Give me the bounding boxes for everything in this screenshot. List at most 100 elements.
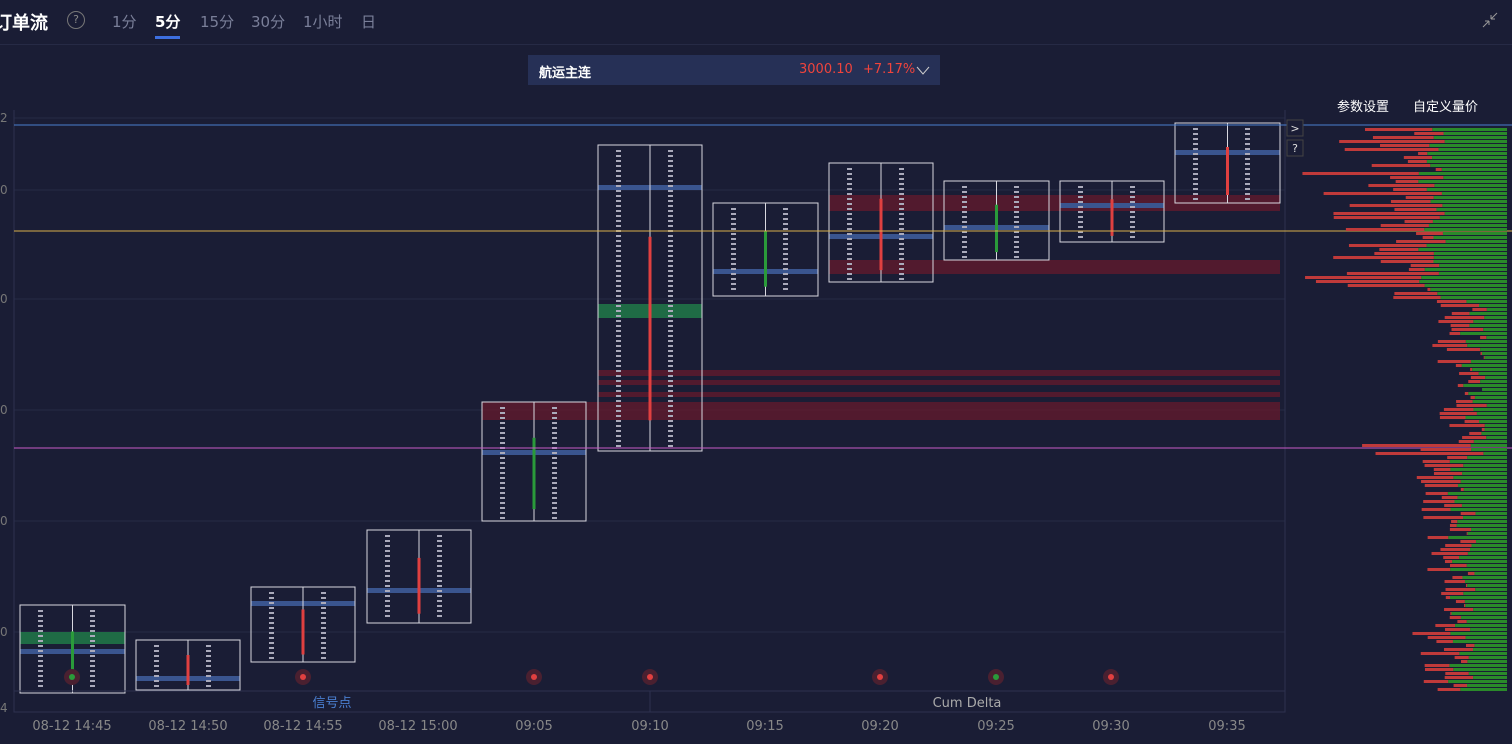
profile-bar <box>1452 560 1507 563</box>
custom-button[interactable]: 自定义量价 <box>1413 100 1479 115</box>
footprint-cell <box>962 256 967 258</box>
instrument-selector[interactable]: 航运主连 3000.10 +7.17% <box>528 55 940 85</box>
footprint-cell <box>552 422 557 424</box>
footprint-cell <box>668 340 673 342</box>
footprint-cell <box>616 440 621 442</box>
profile-bar <box>1440 296 1507 299</box>
footprint-cell <box>616 385 621 387</box>
profile-bar <box>1451 612 1507 615</box>
footprint-cell <box>500 497 505 499</box>
footprint-cell <box>1193 198 1198 200</box>
collapse-icon[interactable] <box>1480 10 1500 30</box>
profile-bar <box>1394 292 1438 295</box>
profile-bar <box>1456 524 1507 527</box>
x-tick-label: 09:30 <box>1092 719 1129 734</box>
footprint-cell <box>437 615 442 617</box>
profile-bar <box>1439 416 1466 419</box>
footprint-cell <box>1014 231 1019 233</box>
footprint-cell <box>321 652 326 654</box>
footprint-cell <box>500 507 505 509</box>
footprint-cell <box>90 610 95 612</box>
profile-bar <box>1428 224 1507 227</box>
settings-button[interactable]: 参数设置 <box>1337 100 1390 115</box>
timeframe-tab[interactable]: 5分 <box>155 11 181 39</box>
footprint-cell <box>783 273 788 275</box>
footprint-cell <box>962 216 967 218</box>
footprint-cell <box>1078 231 1083 233</box>
footprint-cell <box>552 457 557 459</box>
footprint-cell <box>90 665 95 667</box>
side-button <box>1286 119 1304 137</box>
profile-bar <box>1315 280 1420 283</box>
footprint-cell <box>500 417 505 419</box>
footprint-cell <box>90 640 95 642</box>
footprint-cell <box>1130 221 1135 223</box>
y-tick-label: 0 <box>0 183 8 197</box>
poc-bar <box>829 234 933 239</box>
timeframe-tab[interactable]: 1分 <box>112 13 137 31</box>
footprint-cell <box>552 517 557 519</box>
footprint-cell <box>1078 191 1083 193</box>
timeframe-tab[interactable]: 30分 <box>251 13 286 31</box>
profile-bar <box>1485 376 1507 379</box>
profile-bar <box>1444 608 1474 611</box>
footprint-cell <box>500 432 505 434</box>
footprint-cell <box>1130 201 1135 203</box>
header: 订单流 ? 1分 5分 15分 30分 1小时日 <box>0 0 1512 45</box>
profile-bar <box>1349 204 1443 207</box>
footprint-cell <box>616 320 621 322</box>
footprint-cell <box>668 165 673 167</box>
footprint-cell <box>38 615 43 617</box>
footprint-cell <box>385 600 390 602</box>
footprint-cell <box>1193 138 1198 140</box>
timeframe-tab[interactable]: 15分 <box>200 13 235 31</box>
profile-bar <box>1460 616 1507 619</box>
profile-bar <box>1390 200 1431 203</box>
profile-bar <box>1455 364 1462 367</box>
profile-bar <box>1463 384 1507 387</box>
poc-bar <box>251 601 355 606</box>
help-icon[interactable]: ? <box>67 11 85 29</box>
footprint-cell <box>90 620 95 622</box>
profile-bar <box>1430 200 1507 203</box>
footprint-cell <box>1245 143 1250 145</box>
footprint-cell <box>38 640 43 642</box>
timeframe-tab[interactable]: 1小时 <box>303 13 343 31</box>
footprint-cell <box>90 630 95 632</box>
timeframe-tab[interactable]: 日 <box>361 13 377 31</box>
profile-bar <box>1470 528 1507 531</box>
footprint-cell <box>500 517 505 519</box>
profile-bar <box>1470 368 1473 371</box>
volume-zone <box>598 370 1280 376</box>
footprint-cell <box>668 235 673 237</box>
footprint-cell <box>1245 178 1250 180</box>
footprint-cell <box>385 545 390 547</box>
profile-bar <box>1346 272 1439 275</box>
footprint-cell <box>731 218 736 220</box>
footprint-cell <box>962 186 967 188</box>
profile-bar <box>1457 384 1464 387</box>
volume-zone <box>598 380 1280 385</box>
footprint-cell <box>668 370 673 372</box>
footprint-cell <box>385 595 390 597</box>
footprint-cell <box>899 278 904 280</box>
footprint-cell <box>1245 163 1250 165</box>
profile-bar <box>1468 392 1507 395</box>
profile-bar <box>1372 136 1434 139</box>
footprint-cell <box>154 665 159 667</box>
footprint-cell <box>847 263 852 265</box>
profile-bar <box>1464 600 1507 603</box>
profile-bar <box>1472 648 1507 651</box>
footprint-cell <box>668 390 673 392</box>
profile-bar <box>1467 532 1507 535</box>
profile-bar <box>1478 304 1507 307</box>
profile-bar <box>1423 516 1463 519</box>
profile-bar <box>1448 680 1507 683</box>
footprint-cell <box>616 400 621 402</box>
footprint-cell <box>1078 221 1083 223</box>
footprint-cell <box>616 185 621 187</box>
footprint-cell <box>437 600 442 602</box>
profile-bar <box>1484 316 1507 319</box>
profile-bar <box>1463 488 1507 491</box>
footprint-cell <box>899 223 904 225</box>
